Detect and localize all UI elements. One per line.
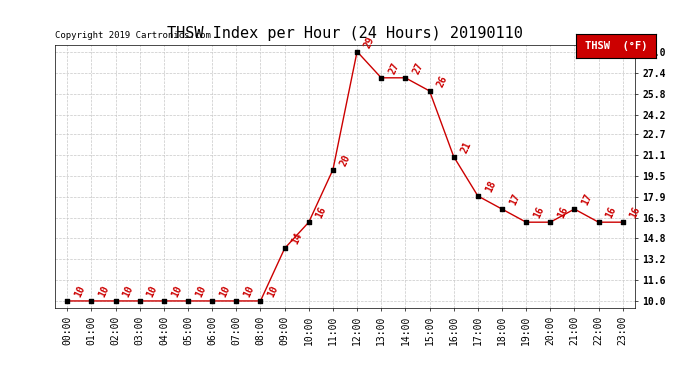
Point [617, 219, 628, 225]
Point [134, 298, 145, 304]
Text: 10: 10 [266, 284, 280, 299]
Point [375, 75, 386, 81]
Text: 21: 21 [460, 140, 473, 154]
Text: Copyright 2019 Cartronics.com: Copyright 2019 Cartronics.com [55, 31, 211, 40]
Text: 17: 17 [580, 192, 594, 207]
Text: 10: 10 [121, 284, 135, 299]
Title: THSW Index per Hour (24 Hours) 20190110: THSW Index per Hour (24 Hours) 20190110 [167, 26, 523, 41]
Point [424, 88, 435, 94]
Point [255, 298, 266, 304]
Text: THSW  (°F): THSW (°F) [584, 41, 647, 51]
Text: 27: 27 [387, 61, 401, 76]
Text: 18: 18 [484, 179, 497, 194]
Point [496, 206, 507, 212]
Text: 16: 16 [315, 205, 328, 220]
Text: 10: 10 [194, 284, 208, 299]
Text: 10: 10 [218, 284, 232, 299]
Text: 10: 10 [97, 284, 111, 299]
Text: 27: 27 [411, 61, 425, 76]
Point [400, 75, 411, 81]
Text: 16: 16 [604, 205, 618, 220]
Text: 16: 16 [532, 205, 546, 220]
Point [159, 298, 170, 304]
Text: 17: 17 [508, 192, 522, 207]
Point [207, 298, 218, 304]
Point [544, 219, 555, 225]
Point [303, 219, 314, 225]
Text: 16: 16 [629, 205, 642, 220]
Point [569, 206, 580, 212]
Point [472, 193, 483, 199]
Point [327, 167, 338, 173]
Text: 26: 26 [435, 74, 449, 89]
Point [182, 298, 193, 304]
Text: 16: 16 [556, 205, 570, 220]
Text: 20: 20 [339, 153, 353, 168]
Point [593, 219, 604, 225]
Text: 10: 10 [242, 284, 256, 299]
Point [62, 298, 73, 304]
Point [279, 246, 290, 252]
Text: 14: 14 [290, 231, 304, 246]
Text: 10: 10 [73, 284, 87, 299]
Point [448, 154, 460, 160]
Point [86, 298, 97, 304]
Point [351, 49, 363, 55]
Point [230, 298, 241, 304]
Text: 10: 10 [146, 284, 159, 299]
Point [110, 298, 121, 304]
Text: 29: 29 [363, 34, 377, 50]
Text: 10: 10 [170, 284, 184, 299]
Point [520, 219, 531, 225]
